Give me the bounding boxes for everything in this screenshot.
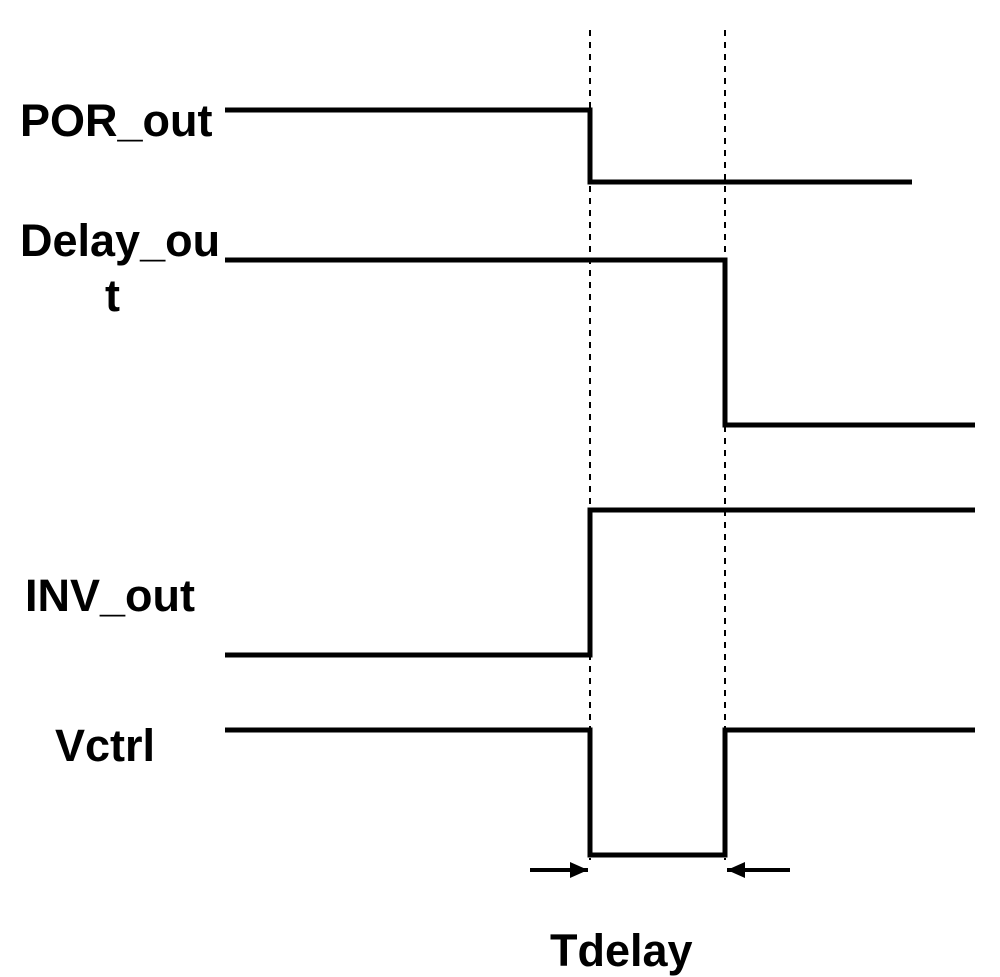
waveform-delay-out <box>225 260 975 425</box>
waveform-por-out <box>225 110 912 182</box>
waveform-vctrl <box>225 730 975 855</box>
timing-svg <box>0 0 1000 962</box>
waveform-inv-out <box>225 510 975 655</box>
timing-diagram: POR_out Delay_ou t INV_out Vctrl Tdelay <box>0 0 1000 962</box>
tdelay-arrow-right-head <box>727 862 745 878</box>
tdelay-arrow-left-head <box>570 862 588 878</box>
